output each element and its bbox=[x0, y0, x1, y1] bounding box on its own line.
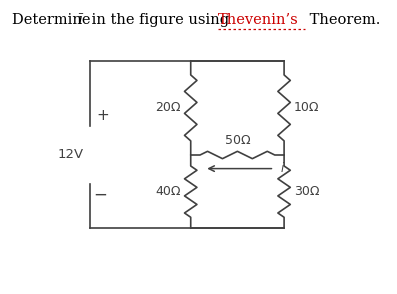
Text: 12V: 12V bbox=[58, 148, 84, 161]
Text: ī: ī bbox=[77, 13, 82, 27]
Text: Theorem.: Theorem. bbox=[305, 13, 380, 27]
Text: −: − bbox=[93, 185, 107, 203]
Text: 40Ω: 40Ω bbox=[156, 185, 181, 198]
Text: Determine: Determine bbox=[12, 13, 95, 27]
Text: Thevenin’s: Thevenin’s bbox=[218, 13, 298, 27]
Text: in the figure using: in the figure using bbox=[87, 13, 233, 27]
Text: 10Ω: 10Ω bbox=[294, 101, 319, 114]
Text: +: + bbox=[96, 108, 109, 123]
Text: 30Ω: 30Ω bbox=[294, 185, 319, 198]
Text: 20Ω: 20Ω bbox=[156, 101, 181, 114]
Text: i: i bbox=[280, 162, 283, 175]
Text: 50Ω: 50Ω bbox=[225, 134, 250, 147]
